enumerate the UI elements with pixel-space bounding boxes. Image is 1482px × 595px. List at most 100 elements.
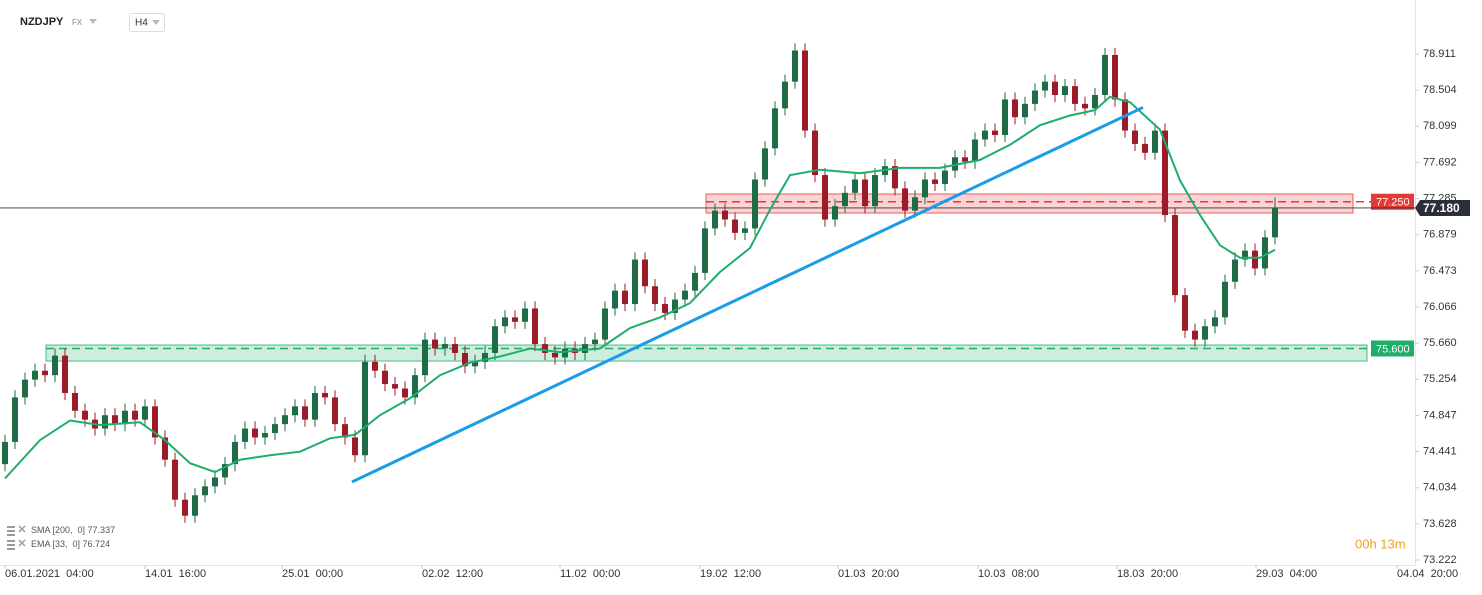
candle-body — [1272, 207, 1278, 238]
y-tick-label: 76.473 — [1423, 265, 1457, 277]
candle-body — [422, 339, 428, 376]
y-tick-label: 75.254 — [1423, 373, 1457, 385]
last-price-label: 77.180 — [1423, 201, 1460, 215]
candle-body — [492, 326, 498, 353]
candle-body — [72, 392, 78, 411]
x-tick-label: 04.04 20:00 — [1397, 568, 1458, 580]
candle-body — [802, 50, 808, 131]
indicator-value: 77.337 — [88, 525, 116, 535]
zone — [705, 193, 1354, 214]
y-tick-label: 76.879 — [1423, 229, 1457, 241]
candle-body — [672, 299, 678, 313]
candle-body — [1182, 295, 1188, 331]
candle-body — [122, 410, 128, 425]
candle-body — [552, 352, 558, 358]
candle-body — [1052, 81, 1058, 95]
candle-body — [762, 148, 768, 180]
candle-body — [932, 179, 938, 184]
candle-body — [662, 304, 668, 313]
candle-body — [42, 370, 48, 376]
candle-body — [922, 179, 928, 198]
candle-body — [862, 179, 868, 207]
candle-body — [512, 317, 518, 322]
candle-body — [1132, 130, 1138, 144]
candle-body — [312, 392, 318, 420]
candle-body — [982, 130, 988, 140]
candle-body — [972, 139, 978, 162]
zone-level-tag — [1371, 193, 1414, 210]
candle-body — [772, 108, 778, 149]
candle-body — [622, 290, 628, 305]
zone-level-tag — [1371, 340, 1414, 357]
candle-body — [472, 361, 478, 367]
candle-body — [1072, 86, 1078, 104]
candle-body — [212, 477, 218, 487]
x-tick-label: 18.03 20:00 — [1117, 568, 1178, 580]
x-tick-label: 14.01 16:00 — [145, 568, 206, 580]
y-tick-label: 77.692 — [1423, 156, 1457, 168]
candle-body — [1, 441, 8, 465]
candle-body — [462, 352, 468, 367]
symbol[interactable]: NZDJPY — [20, 16, 64, 28]
candle-body — [1012, 99, 1018, 118]
ema-line — [4, 95, 1276, 480]
candle-body — [362, 361, 368, 456]
candle-body — [452, 344, 458, 353]
candle-body — [32, 370, 38, 380]
candle-body — [822, 175, 828, 220]
candle-body — [522, 308, 528, 322]
candle-body — [712, 210, 718, 229]
candle-body — [892, 166, 898, 189]
y-tick-label: 74.441 — [1423, 445, 1457, 457]
candle-body — [1062, 86, 1068, 95]
candle-body — [162, 437, 168, 460]
candle-body — [942, 170, 948, 184]
x-tick-label: 19.02 12:00 — [700, 568, 761, 580]
candle-body — [262, 433, 268, 438]
candle-body — [1112, 54, 1118, 100]
interval-button[interactable] — [129, 13, 165, 32]
candle-body — [1252, 250, 1258, 269]
candle-body — [1262, 237, 1268, 269]
trendline — [351, 106, 1144, 484]
candle-body — [232, 441, 238, 465]
candle-body — [1142, 143, 1148, 153]
candle-body — [1202, 326, 1208, 340]
candle-body — [82, 410, 88, 420]
candle-body — [742, 228, 748, 233]
candle-body — [62, 355, 68, 393]
y-tick-label: 78.911 — [1423, 48, 1456, 60]
candle-body — [342, 424, 348, 438]
candle-body — [292, 406, 298, 416]
candle-body — [602, 308, 608, 340]
x-tick-label: 10.03 08:00 — [978, 568, 1039, 580]
indicator-value: 76.724 — [83, 539, 111, 549]
candle-body — [1042, 81, 1048, 91]
candle-body — [302, 406, 308, 420]
candle-body — [372, 361, 378, 371]
timer: 00h 13m — [1355, 536, 1406, 551]
candle-body — [112, 415, 118, 425]
candle-body — [102, 415, 108, 429]
candle-body — [502, 317, 508, 327]
candle-body — [382, 370, 388, 385]
y-tick-label: 76.066 — [1423, 301, 1457, 313]
candle-body — [752, 179, 758, 229]
zone-level-label: 75.600 — [1376, 343, 1410, 355]
candle-body — [352, 437, 358, 456]
indicator-name: EMA [33, 0] — [31, 539, 80, 549]
candle-body — [202, 486, 208, 496]
candle-body — [1242, 250, 1248, 260]
candle-body — [832, 206, 838, 220]
candle-body — [842, 192, 848, 207]
candle-body — [252, 428, 258, 438]
indicator-legend: EMA [33, 0] 76.724 — [31, 539, 110, 549]
candle-body — [182, 499, 188, 516]
candle-body — [482, 352, 488, 362]
candle-body — [1232, 259, 1238, 282]
symbol-dropdown-arrow[interactable] — [89, 19, 97, 24]
y-tick-label: 75.660 — [1423, 337, 1457, 349]
